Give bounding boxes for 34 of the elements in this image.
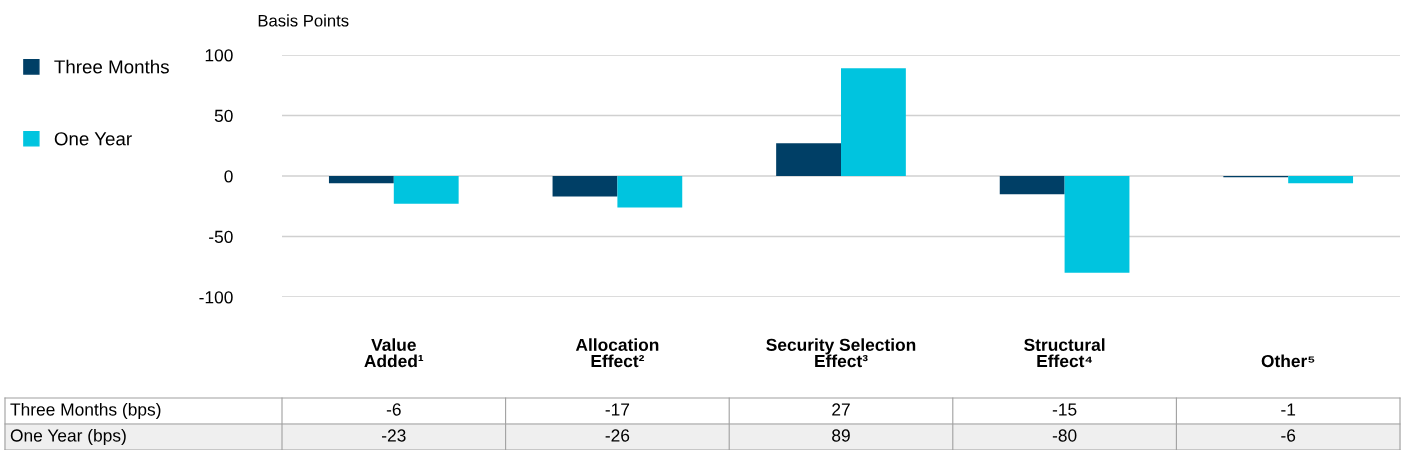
text: Three Months (bps) <box>10 402 161 420</box>
bar <box>617 176 683 208</box>
x-tick-label: Value Added¹ <box>364 338 424 368</box>
text: One Year (bps) <box>10 428 126 446</box>
legend-label: Three Months <box>54 59 169 74</box>
bar <box>776 143 841 176</box>
data-label: -26 <box>605 429 630 442</box>
data-label: -17 <box>605 403 630 416</box>
data-label: -6 <box>386 403 401 416</box>
x-tick-label: Structural Effect⁴ <box>1024 338 1105 368</box>
bar <box>1288 176 1354 184</box>
bar <box>552 176 618 197</box>
legend-label: One Year <box>54 132 132 146</box>
x-tick-label: Allocation Effect² <box>575 338 659 368</box>
y-tick-label: 100 <box>205 49 233 62</box>
bar <box>999 176 1065 195</box>
data-label: -23 <box>382 429 406 442</box>
bar <box>328 176 394 184</box>
y-tick-label: 0 <box>224 170 233 183</box>
y-tick-label: 50 <box>214 109 233 122</box>
data-label: -80 <box>1052 429 1077 442</box>
data-label: 89 <box>832 429 850 442</box>
bar <box>841 68 906 176</box>
y-tick-label: -50 <box>209 230 233 243</box>
data-label: -6 <box>1281 429 1296 442</box>
bar <box>393 176 459 204</box>
data-label: -1 <box>1281 403 1296 416</box>
bar <box>1064 176 1130 273</box>
y-axis-title: Basis Points <box>258 14 349 27</box>
x-tick-label: Security Selection Effect³ <box>766 338 916 368</box>
data-label: -15 <box>1052 403 1077 416</box>
x-tick-label: Other⁵ <box>1261 354 1315 368</box>
data-label: 27 <box>832 403 850 416</box>
y-tick-label: -100 <box>199 291 233 304</box>
